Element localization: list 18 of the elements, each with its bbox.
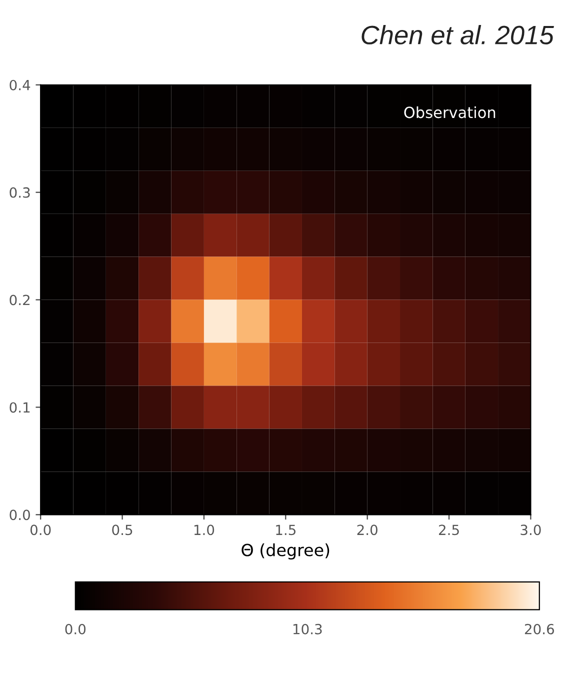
y-tick-label: 0.4 bbox=[10, 80, 30, 90]
x-tick-label: 0.0 bbox=[30, 524, 51, 536]
x-tick-label: 2.0 bbox=[357, 524, 378, 536]
chart-title: Chen et al. 2015 bbox=[362, 25, 554, 44]
x-tick-label: 2.5 bbox=[438, 524, 459, 536]
x-tick-label: 3.0 bbox=[520, 524, 541, 536]
x-axis-title: Θ (degree) bbox=[242, 543, 330, 560]
y-tick-label: 0.1 bbox=[10, 402, 30, 413]
color-bar-label: 10.3 bbox=[293, 624, 322, 634]
x-tick-label: 0.5 bbox=[112, 524, 132, 536]
color-bar-label: 0.0 bbox=[65, 624, 86, 634]
y-tick-label: 0.3 bbox=[10, 187, 30, 198]
annotation: Observation bbox=[404, 106, 496, 118]
x-tick-label: 1.0 bbox=[194, 524, 214, 536]
y-tick-label: 0.2 bbox=[10, 294, 30, 306]
color-bar-label: 20.6 bbox=[524, 624, 554, 634]
x-tick-label: 1.5 bbox=[276, 524, 296, 536]
y-tick-label: 0.0 bbox=[10, 510, 30, 520]
